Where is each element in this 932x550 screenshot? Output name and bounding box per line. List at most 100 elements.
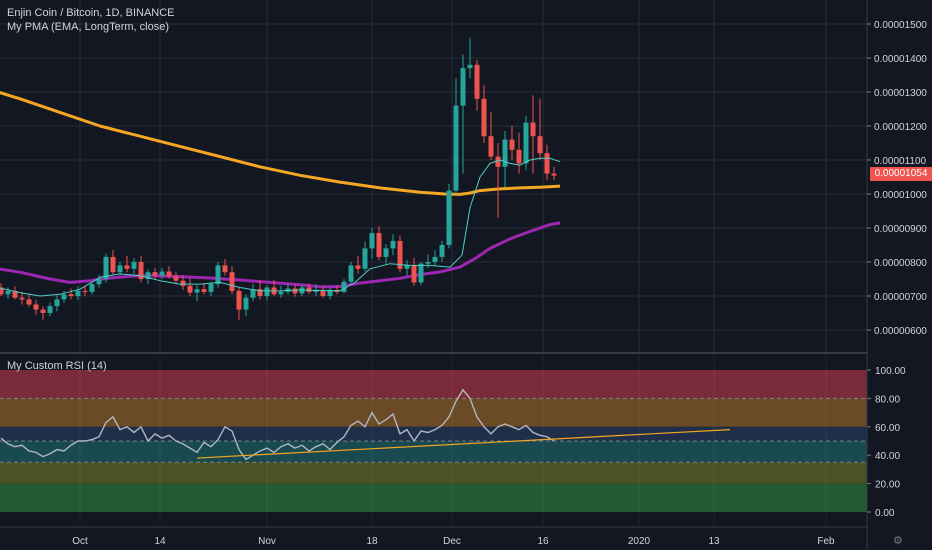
rsi-indicator-legend[interactable]: My Custom RSI (14) — [7, 360, 107, 372]
candle-body — [159, 271, 165, 276]
time-tick-label: 13 — [708, 536, 720, 547]
candle-body — [33, 304, 39, 310]
candle-body — [544, 153, 550, 174]
candle-body — [481, 98, 487, 137]
rsi-band-0 — [0, 370, 867, 399]
rsi-band-1 — [0, 398, 867, 427]
rsi-tick-label: 60.00 — [875, 423, 900, 434]
time-tick-label: 14 — [154, 536, 166, 547]
rsi-tick-label: 20.00 — [875, 480, 900, 491]
candle-body — [54, 299, 60, 307]
candle-body — [5, 290, 11, 295]
candle-body — [537, 136, 543, 154]
candle-body — [418, 263, 424, 283]
candle-body — [509, 139, 515, 150]
time-axis-panel — [0, 528, 867, 550]
candle-body — [446, 190, 452, 245]
candle-body — [124, 265, 130, 269]
candle-body — [180, 280, 186, 286]
price-tick-label: 0.00001300 — [874, 88, 927, 99]
candle-body — [495, 156, 501, 167]
rsi-tick-label: 100.00 — [875, 366, 906, 377]
candle-body — [376, 233, 382, 257]
candle-body — [68, 294, 74, 296]
candle-body — [383, 248, 389, 257]
candle-body — [516, 149, 522, 164]
candle-body — [551, 173, 557, 176]
candle-body — [243, 297, 249, 310]
candle-body — [89, 284, 95, 292]
rsi-band-5 — [0, 483, 867, 512]
candle-body — [327, 289, 333, 296]
symbol-legend[interactable]: Enjin Coin / Bitcoin, 1D, BINANCE — [7, 7, 175, 19]
candle-body — [397, 240, 403, 269]
rsi-trend-line — [196, 429, 731, 459]
time-tick-label: Nov — [258, 536, 276, 547]
candle-body — [502, 139, 508, 167]
price-tick-label: 0.00001100 — [874, 156, 927, 167]
price-tick-label: 0.00000800 — [874, 258, 927, 269]
candle-body — [362, 248, 368, 269]
candle-body — [530, 122, 536, 137]
time-tick-label: Dec — [443, 536, 461, 547]
price-tick-label: 0.00000700 — [874, 292, 927, 303]
long-ema-line — [0, 91, 561, 196]
price-tick-label: 0.00001500 — [874, 20, 927, 31]
candle-body — [355, 265, 361, 269]
candle-body — [131, 262, 137, 269]
candle-body — [222, 265, 228, 273]
candle-body — [390, 240, 396, 249]
candle-body — [341, 281, 347, 292]
candle-body — [467, 64, 473, 69]
rsi-band-2 — [0, 426, 867, 441]
candle-body — [229, 272, 235, 291]
candle-body — [103, 256, 109, 279]
candle-body — [348, 265, 354, 282]
candle-body — [523, 122, 529, 164]
candle-body — [278, 291, 284, 295]
candle-body — [250, 289, 256, 298]
candle-body — [194, 289, 200, 293]
time-tick-label: 2020 — [628, 536, 651, 547]
price-tick-label: 0.00001200 — [874, 122, 927, 133]
short-ema-line — [0, 157, 561, 297]
candle-body — [264, 287, 270, 296]
candle-body — [12, 290, 18, 298]
candle-body — [96, 279, 102, 285]
candle-body — [82, 290, 88, 292]
price-tick-label: 0.00001000 — [874, 190, 927, 201]
price-tick-label: 0.00000900 — [874, 224, 927, 235]
candle-body — [166, 271, 172, 277]
candle-body — [19, 297, 25, 300]
candle-body — [215, 265, 221, 285]
time-tick-label: 18 — [366, 536, 378, 547]
candle-body — [236, 290, 242, 310]
candle-body — [439, 245, 445, 257]
candle-body — [488, 136, 494, 157]
candle-body — [411, 265, 417, 283]
candle-body — [173, 276, 179, 281]
time-tick-label: Oct — [72, 536, 88, 547]
price-tick-label: 0.00001400 — [874, 54, 927, 65]
candle-body — [292, 288, 298, 294]
candle-body — [26, 299, 32, 305]
candle-body — [187, 285, 193, 293]
candle-body — [0, 287, 4, 295]
candle-body — [257, 289, 263, 296]
settings-gear-icon[interactable]: ⚙ — [893, 534, 903, 547]
time-tick-label: Feb — [817, 536, 835, 547]
pma-indicator-legend[interactable]: My PMA (EMA, LongTerm, close) — [7, 21, 169, 33]
time-tick-label: 16 — [537, 536, 549, 547]
rsi-band-3 — [0, 441, 867, 463]
candle-body — [40, 309, 46, 313]
price-tick-label: 0.00000600 — [874, 326, 927, 337]
candle-body — [313, 290, 319, 292]
candle-body — [404, 265, 410, 269]
rsi-tick-label: 80.00 — [875, 394, 900, 405]
candle-body — [474, 64, 480, 99]
candle-body — [47, 306, 53, 313]
candle-body — [208, 284, 214, 292]
candle-body — [425, 262, 431, 264]
current-price-tag: 0.00001054 — [870, 167, 932, 181]
